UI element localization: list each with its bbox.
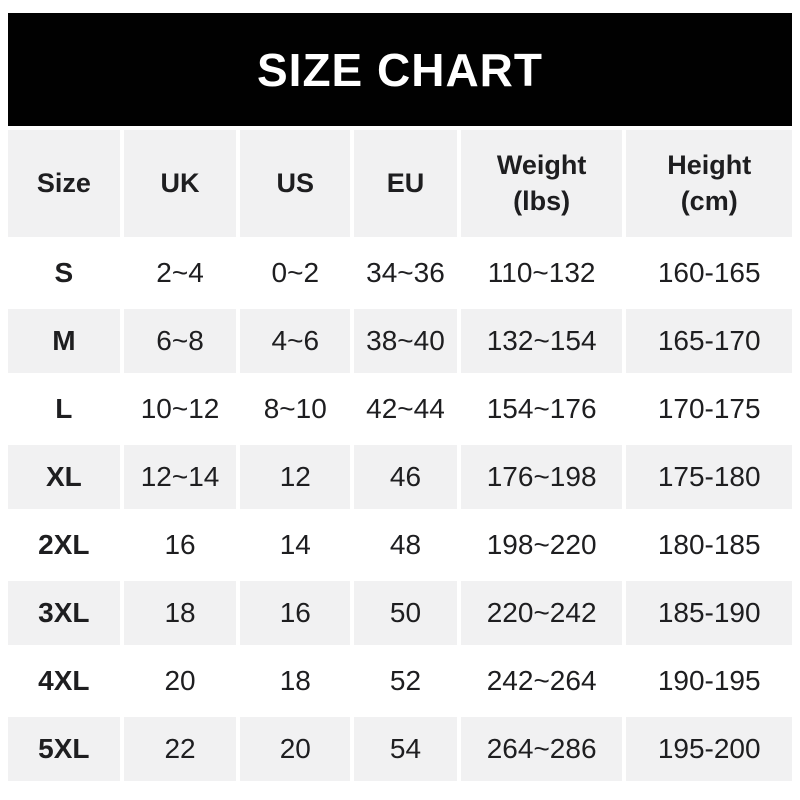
cell-us-2xl: 14 bbox=[240, 513, 351, 577]
page-title: SIZE CHART bbox=[257, 43, 543, 96]
cell-size-2xl: 2XL bbox=[8, 513, 120, 577]
cell-weight-xl: 176~198 bbox=[460, 445, 623, 509]
cell-weight-s: 110~132 bbox=[460, 241, 623, 305]
column-header-unit: (cm) bbox=[680, 185, 738, 216]
title-banner: SIZE CHART bbox=[8, 13, 792, 126]
cell-size-s: S bbox=[8, 241, 120, 305]
column-header-label: EU bbox=[386, 167, 425, 198]
cell-weight-l: 154~176 bbox=[460, 377, 623, 441]
cell-size-xl: XL bbox=[8, 445, 120, 509]
cell-us-m: 4~6 bbox=[240, 309, 351, 373]
column-header-height: Height (cm) bbox=[626, 130, 792, 237]
cell-weight-2xl: 198~220 bbox=[460, 513, 623, 577]
cell-us-3xl: 16 bbox=[240, 581, 351, 645]
cell-weight-m: 132~154 bbox=[460, 309, 623, 373]
column-header-uk: UK bbox=[123, 130, 237, 237]
cell-eu-l: 42~44 bbox=[354, 377, 457, 441]
cell-uk-4xl: 20 bbox=[123, 649, 237, 713]
cell-height-5xl: 195-200 bbox=[626, 717, 792, 781]
cell-size-3xl: 3XL bbox=[8, 581, 120, 645]
column-header-label: UK bbox=[160, 167, 200, 198]
column-header-us: US bbox=[240, 130, 351, 237]
cell-uk-m: 6~8 bbox=[123, 309, 237, 373]
cell-uk-s: 2~4 bbox=[123, 241, 237, 305]
column-header-label: US bbox=[276, 167, 315, 198]
cell-size-m: M bbox=[8, 309, 120, 373]
cell-eu-m: 38~40 bbox=[354, 309, 457, 373]
column-header-weight: Weight (lbs) bbox=[460, 130, 623, 237]
cell-size-5xl: 5XL bbox=[8, 717, 120, 781]
cell-us-s: 0~2 bbox=[240, 241, 351, 305]
cell-weight-3xl: 220~242 bbox=[460, 581, 623, 645]
cell-eu-2xl: 48 bbox=[354, 513, 457, 577]
cell-height-3xl: 185-190 bbox=[626, 581, 792, 645]
cell-uk-2xl: 16 bbox=[123, 513, 237, 577]
cell-eu-s: 34~36 bbox=[354, 241, 457, 305]
cell-eu-5xl: 54 bbox=[354, 717, 457, 781]
cell-weight-4xl: 242~264 bbox=[460, 649, 623, 713]
column-header-size: Size bbox=[8, 130, 120, 237]
cell-height-2xl: 180-185 bbox=[626, 513, 792, 577]
cell-weight-5xl: 264~286 bbox=[460, 717, 623, 781]
cell-eu-4xl: 52 bbox=[354, 649, 457, 713]
cell-eu-xl: 46 bbox=[354, 445, 457, 509]
cell-size-l: L bbox=[8, 377, 120, 441]
cell-uk-l: 10~12 bbox=[123, 377, 237, 441]
size-table: Size UK US EU Weight (lbs) Height (cm) S… bbox=[8, 130, 792, 781]
cell-us-l: 8~10 bbox=[240, 377, 351, 441]
cell-us-4xl: 18 bbox=[240, 649, 351, 713]
cell-eu-3xl: 50 bbox=[354, 581, 457, 645]
column-header-label: Size bbox=[36, 167, 91, 198]
column-header-eu: EU bbox=[354, 130, 457, 237]
cell-uk-5xl: 22 bbox=[123, 717, 237, 781]
cell-height-xl: 175-180 bbox=[626, 445, 792, 509]
cell-height-s: 160-165 bbox=[626, 241, 792, 305]
cell-us-xl: 12 bbox=[240, 445, 351, 509]
cell-size-4xl: 4XL bbox=[8, 649, 120, 713]
cell-us-5xl: 20 bbox=[240, 717, 351, 781]
cell-uk-3xl: 18 bbox=[123, 581, 237, 645]
cell-height-4xl: 190-195 bbox=[626, 649, 792, 713]
cell-height-l: 170-175 bbox=[626, 377, 792, 441]
column-header-unit: (lbs) bbox=[513, 185, 571, 216]
column-header-label: Weight bbox=[496, 149, 587, 180]
column-header-label: Height bbox=[667, 149, 752, 180]
cell-uk-xl: 12~14 bbox=[123, 445, 237, 509]
cell-height-m: 165-170 bbox=[626, 309, 792, 373]
